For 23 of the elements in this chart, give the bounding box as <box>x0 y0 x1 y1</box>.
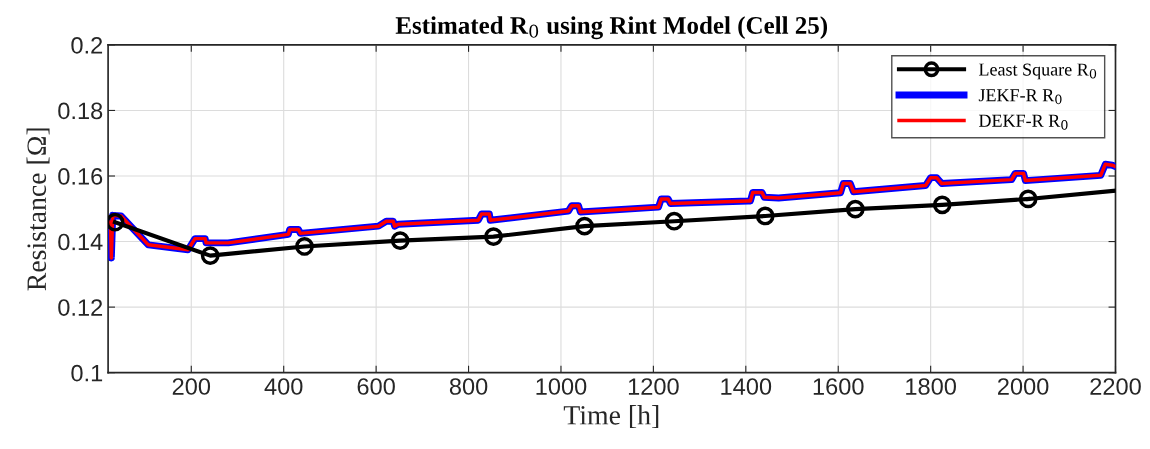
legend-label: Least Square R$_{0}$ <box>978 63 1097 80</box>
x-tick-label: 400 <box>264 378 303 395</box>
x-tick-label: 1600 <box>813 378 864 395</box>
y-tick-label: 0.2 <box>71 36 103 54</box>
y-tick-label: 0.18 <box>58 102 103 120</box>
x-tick-label: 600 <box>357 378 395 395</box>
y-tick-label: 0.16 <box>58 168 103 185</box>
x-tick-label: 800 <box>449 378 488 395</box>
x-tick-label: 1800 <box>906 378 956 395</box>
x-tick-label: 1400 <box>721 378 772 395</box>
chart-title: Estimated R$_{0}$ using Rint Model (Cell 25) <box>395 16 828 40</box>
y-tick-label: 0.1 <box>71 364 103 382</box>
y-tick-label: 0.14 <box>58 233 103 251</box>
x-tick-label: 1000 <box>536 378 587 395</box>
x-tick-label: 2200 <box>1090 378 1141 395</box>
y-tick-label: 0.12 <box>58 299 103 316</box>
legend-label: JEKF-R R$_{0}$ <box>978 89 1062 105</box>
x-tick-label: 200 <box>172 378 211 395</box>
x-tick-label: 2000 <box>998 378 1049 395</box>
x-tick-label: 1200 <box>628 378 679 395</box>
x-axis-title: Time [h] <box>563 405 659 429</box>
legend-label: DEKF-R R$_{0}$ <box>978 114 1068 130</box>
y-axis-title: Resistance [Ω] <box>26 128 50 291</box>
